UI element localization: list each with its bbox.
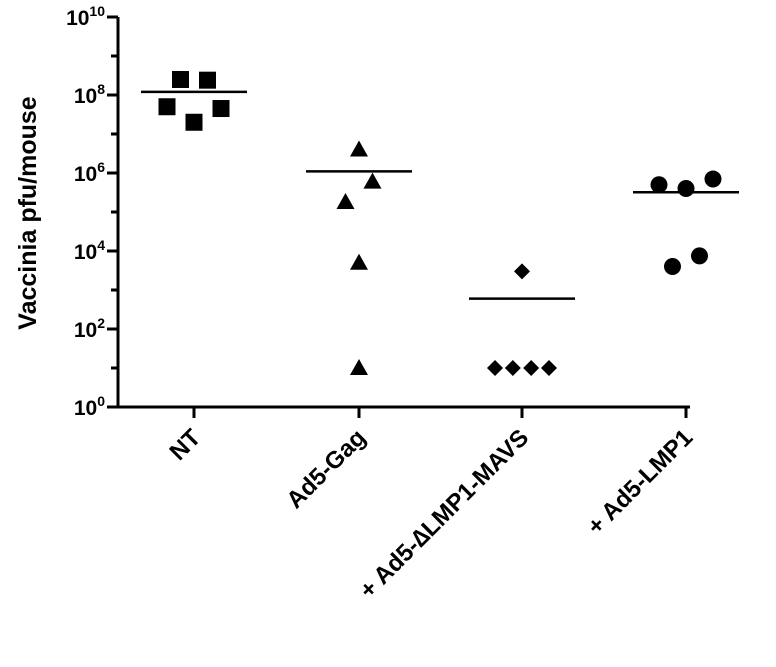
y-ticks: 100 102 104 106 108 1010 — [66, 3, 118, 420]
diamond-point — [523, 360, 540, 376]
x-tick-label: + Ad5-LMP1 — [582, 424, 698, 540]
square-point — [185, 113, 203, 131]
triangle-point — [336, 193, 355, 210]
y-tick-label: 1010 — [66, 3, 105, 30]
circle-point — [650, 176, 668, 194]
x-tick-label: NT — [165, 424, 207, 466]
mean-lines — [141, 90, 739, 300]
y-tick-label: 108 — [74, 81, 105, 108]
triangle-point — [350, 359, 368, 375]
y-tick-label: 106 — [74, 159, 105, 186]
diamond-point — [487, 360, 503, 376]
y-tick-label: 104 — [74, 237, 105, 264]
data-points — [158, 70, 722, 376]
diamond-point — [541, 360, 557, 376]
y-axis-title: Vaccinia pfu/mouse — [14, 96, 42, 330]
circle-point — [677, 180, 695, 198]
triangle-point — [350, 140, 368, 157]
x-ticks: NT Ad5-Gag+ Ad5-∆LMP1-MAVS + Ad5-LMP1 — [165, 407, 698, 604]
triangle-point — [363, 172, 382, 189]
square-point — [199, 71, 216, 89]
y-tick-label: 100 — [74, 393, 105, 420]
square-point — [212, 100, 230, 118]
circle-point — [704, 170, 722, 188]
x-tick-label: Ad5-Gag — [281, 424, 371, 514]
circle-point — [691, 247, 708, 265]
circle-point — [664, 258, 681, 276]
y-tick-label: 102 — [74, 315, 105, 342]
diamond-point — [514, 263, 530, 280]
x-tick-label: + Ad5-∆LMP1-MAVS — [354, 424, 534, 604]
triangle-point — [350, 253, 368, 270]
diamond-point — [504, 360, 521, 376]
square-point — [172, 70, 189, 88]
square-point — [158, 98, 176, 116]
